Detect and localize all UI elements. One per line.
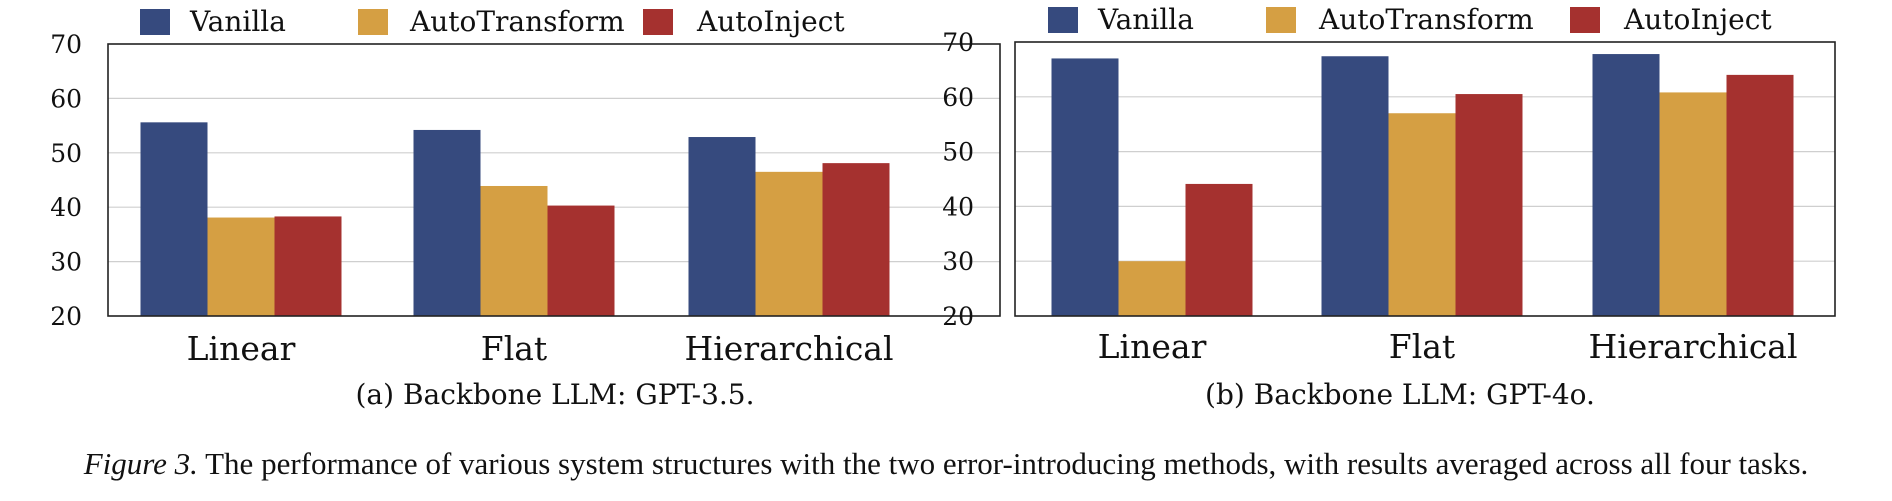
legend-swatch-autoinject — [1570, 7, 1600, 33]
y-tick-label: 20 — [50, 302, 82, 331]
y-tick-label: 70 — [942, 28, 974, 57]
legend-label-autoinject: AutoInject — [696, 5, 845, 38]
x-category-label: Linear — [187, 329, 296, 368]
legend-swatch-vanilla — [140, 9, 170, 35]
bar-autotransform-linear — [207, 217, 275, 316]
bar-vanilla-flat — [413, 129, 481, 316]
bar-autoinject-linear — [1185, 183, 1253, 316]
y-tick-label: 40 — [50, 193, 82, 222]
chart-panel-a: 20 30 40 50 60 70 Linear Flat Hierarchical Vanill… — [50, 5, 1001, 411]
bar-vanilla-hierarchical — [1592, 54, 1660, 316]
legend-label-autoinject: AutoInject — [1623, 3, 1772, 36]
legend-swatch-vanilla — [1048, 7, 1078, 33]
x-category-label: Linear — [1098, 327, 1207, 366]
y-tick-label: 50 — [50, 139, 82, 168]
y-tick-label: 70 — [50, 30, 82, 59]
y-tick-label: 30 — [942, 247, 974, 276]
legend-label-autotransform: AutoTransform — [1318, 3, 1534, 36]
bar-vanilla-linear — [1051, 58, 1119, 316]
figure-caption-text: The performance of various system struct… — [205, 446, 1809, 481]
legend-label-vanilla: Vanilla — [189, 5, 286, 38]
figure-label: Figure 3. — [83, 446, 198, 481]
bar-vanilla-linear — [140, 122, 208, 316]
panel-subcaption: (b) Backbone LLM: GPT-4o. — [1205, 378, 1595, 411]
bar-autoinject-flat — [547, 205, 615, 316]
x-category-label: Flat — [1389, 327, 1455, 366]
legend-swatch-autotransform — [1266, 7, 1296, 33]
panel-subcaption: (a) Backbone LLM: GPT-3.5. — [356, 378, 755, 411]
legend-label-vanilla: Vanilla — [1097, 3, 1194, 36]
y-tick-label: 60 — [50, 84, 82, 113]
y-tick-label: 30 — [50, 248, 82, 277]
bar-autoinject-linear — [274, 216, 342, 316]
plot-frame — [1014, 41, 1836, 317]
bar-autotransform-flat — [1388, 113, 1456, 317]
x-category-label: Hierarchical — [1588, 327, 1797, 366]
bar-vanilla-hierarchical — [688, 137, 756, 316]
x-category-label: Hierarchical — [684, 329, 893, 368]
bar-autotransform-hierarchical — [1659, 92, 1727, 316]
y-tick-label: 20 — [942, 302, 974, 331]
y-tick-label: 40 — [942, 192, 974, 221]
legend-swatch-autoinject — [643, 9, 673, 35]
plot-frame — [107, 43, 1001, 317]
bar-autotransform-flat — [480, 185, 548, 316]
y-tick-label: 60 — [942, 83, 974, 112]
x-category-label: Flat — [481, 329, 547, 368]
bar-vanilla-flat — [1321, 56, 1389, 317]
bar-autoinject-hierarchical — [1726, 74, 1794, 316]
y-tick-label: 50 — [942, 138, 974, 167]
bar-autotransform-hierarchical — [755, 171, 823, 316]
bar-autoinject-hierarchical — [822, 163, 890, 316]
legend-label-autotransform: AutoTransform — [409, 5, 625, 38]
legend-swatch-autotransform — [358, 9, 388, 35]
bar-autotransform-linear — [1118, 261, 1186, 316]
chart-panel-b: 20 30 40 50 60 70 Linear Flat Hierarchical Vanill… — [942, 3, 1836, 411]
figure-caption: Figure 3. The performance of various sys… — [0, 446, 1892, 482]
bar-autoinject-flat — [1455, 94, 1523, 316]
